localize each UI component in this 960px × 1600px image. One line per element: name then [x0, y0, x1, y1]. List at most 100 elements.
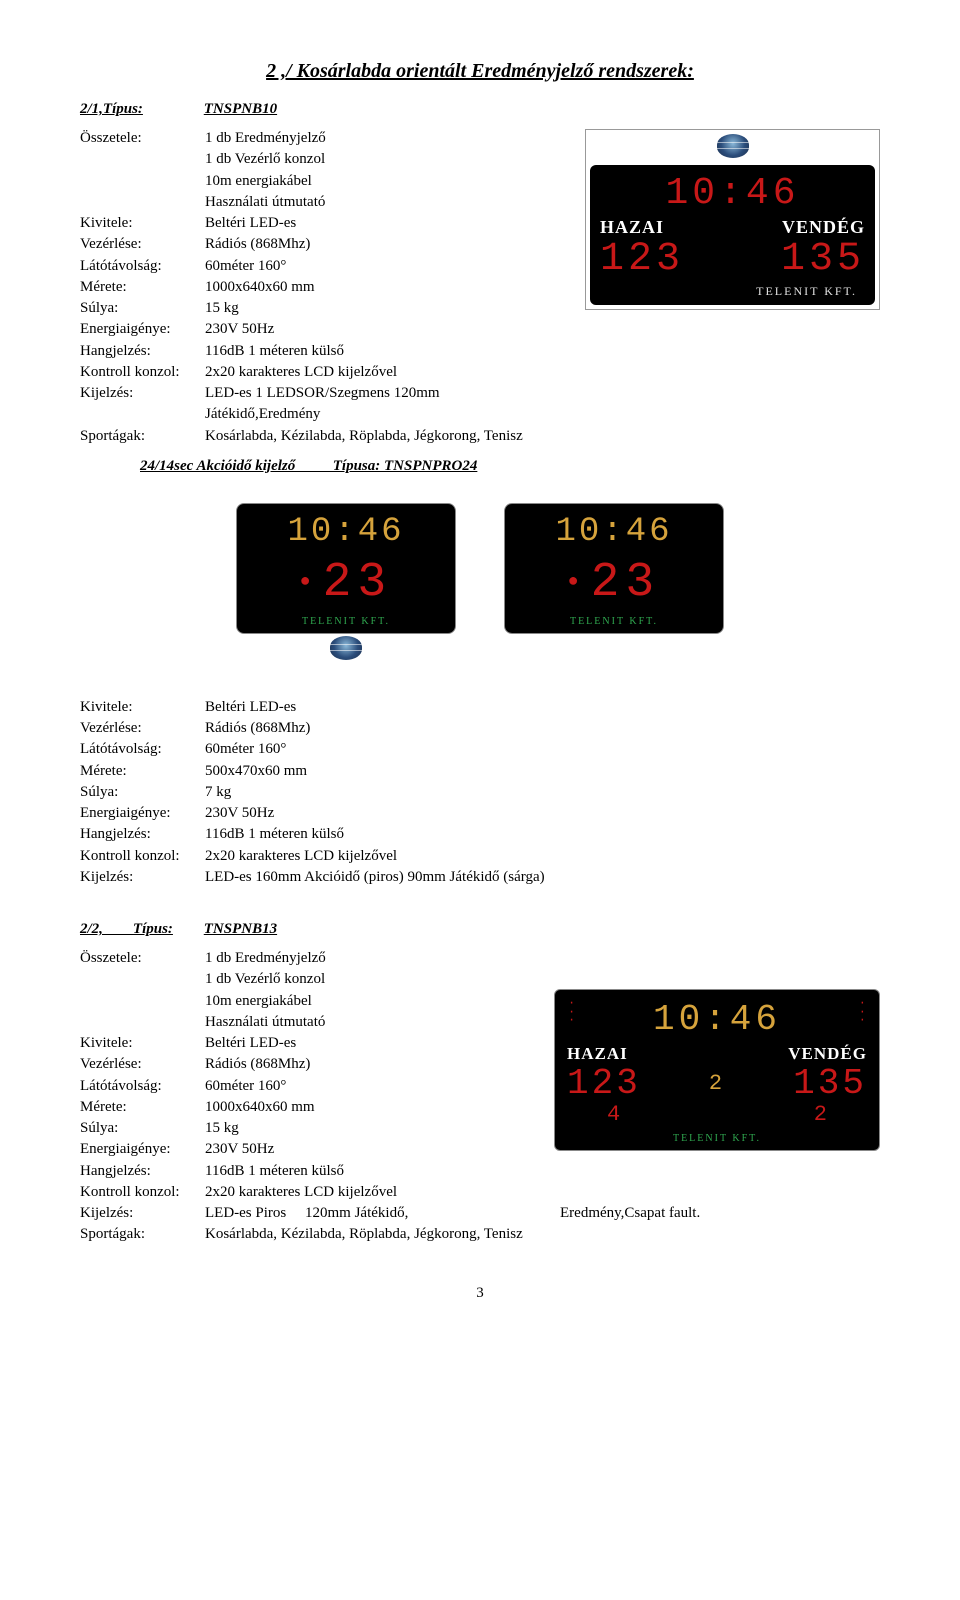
spec-value: 230V 50Hz: [205, 803, 880, 823]
section-1: 2/1,Típus: TNSPNB10 Összetele:1 db Eredm…: [80, 101, 880, 446]
spec-label: Kivitele:: [80, 213, 205, 233]
sb3-time: 10:46: [567, 1000, 867, 1040]
spec-value: 116dB 1 méteren külső: [205, 824, 880, 844]
sb1-home-label: HAZAI: [600, 217, 664, 238]
dots-icon: ···: [859, 999, 866, 1024]
spec-row: Összetele:1 db Eredményjelző: [80, 948, 880, 968]
spec-value: Kosárlabda, Kézilabda, Röplabda, Jégkoro…: [205, 1224, 880, 1244]
sb1-time: 10:46: [600, 173, 865, 215]
type-value-1: TNSPNB10: [204, 101, 277, 117]
spec-value: 2x20 karakteres LCD kijelzővel: [205, 846, 880, 866]
section-3: 2/2, Típus: TNSPNB13 Összetele:1 db Ered…: [80, 921, 880, 1245]
type-label-1: 2/1,Típus:: [80, 101, 200, 118]
spec-label: Összetele:: [80, 948, 205, 968]
spec-row: Kontroll konzol:2x20 karakteres LCD kije…: [80, 1182, 880, 1202]
spec-label: Kivitele:: [80, 697, 205, 717]
sb3-away-label: VENDÉG: [788, 1044, 867, 1064]
sb1-brand: TELENIT KFT.: [600, 284, 865, 299]
spec-row: Játékidő,Eredmény: [80, 404, 880, 424]
spec-label: Látótávolság:: [80, 739, 205, 759]
spec-value: 230V 50Hz: [205, 319, 880, 339]
spec-value: Kosárlabda, Kézilabda, Röplabda, Jégkoro…: [205, 426, 880, 446]
sb3-home-fouls: 4: [567, 1102, 620, 1127]
spec-value: Rádiós (868Mhz): [205, 718, 880, 738]
spec-label: Kontroll konzol:: [80, 362, 205, 382]
sb3-home-label: HAZAI: [567, 1044, 628, 1064]
spec-value: 2x20 karakteres LCD kijelzővel: [205, 362, 880, 382]
spec-label: Sportágak:: [80, 426, 205, 446]
spec-label: Látótávolság:: [80, 256, 205, 276]
spec-value: 7 kg: [205, 782, 880, 802]
spec-label: Mérete:: [80, 277, 205, 297]
sb3-home-score: 123: [567, 1066, 641, 1102]
type-value-3: TNSPNB13: [204, 921, 277, 937]
spec-row: Hangjelzés:116dB 1 méteren külső: [80, 824, 880, 844]
spec-value: LED-es 1 LEDSOR/Szegmens 120mm: [205, 383, 880, 403]
spec-row: Kivitele:Beltéri LED-es: [80, 697, 880, 717]
spec-label: Vezérlése:: [80, 718, 205, 738]
spec-label: Súlya:: [80, 782, 205, 802]
spec-row: Hangjelzés:116dB 1 méteren külső: [80, 341, 880, 361]
spec-row: Sportágak:Kosárlabda, Kézilabda, Röplabd…: [80, 426, 880, 446]
spec-row: Energiaigénye:230V 50Hz: [80, 319, 880, 339]
spec-value: 1 db Vezérlő konzol: [205, 969, 880, 989]
sb3-away-score: 135: [793, 1066, 867, 1102]
spec-label: Látótávolság:: [80, 1076, 205, 1096]
spec-label: [80, 969, 205, 989]
section-2: 24/14sec Akcióidő kijelző Típusa: TNSPNP…: [80, 458, 880, 887]
type-header-1: 2/1,Típus: TNSPNB10: [80, 101, 880, 118]
spec-label: Vezérlése:: [80, 1054, 205, 1074]
spec-row: 1 db Vezérlő konzol: [80, 969, 880, 989]
spec-label: Mérete:: [80, 1097, 205, 1117]
spec-label: Kijelzés:: [80, 383, 205, 403]
spec-label: Energiaigénye:: [80, 803, 205, 823]
spec-value: 116dB 1 méteren külső: [205, 1161, 880, 1181]
spec-value: LED-es Piros 120mm Játékidő,Eredmény,Csa…: [205, 1203, 880, 1223]
spec-label: [80, 1012, 205, 1032]
spec-label: [80, 991, 205, 1011]
spec-row: Hangjelzés:116dB 1 méteren külső: [80, 1161, 880, 1181]
spec-row: Vezérlése:Rádiós (868Mhz): [80, 718, 880, 738]
spec-value: Beltéri LED-es: [205, 697, 880, 717]
sb3-brand: TELENIT KFT.: [567, 1133, 867, 1144]
spec-value: 60méter 160°: [205, 739, 880, 759]
shotclock-images: 10:46 ●23 TELENIT KFT. 10:46 ●23 TELENIT…: [80, 503, 880, 667]
page-number: 3: [80, 1285, 880, 1302]
spec-label: Kijelzés:: [80, 867, 205, 887]
spec-label: [80, 404, 205, 424]
spec-row: Kontroll konzol:2x20 karakteres LCD kije…: [80, 362, 880, 382]
spec-label: Kijelzés:: [80, 1203, 205, 1223]
spec-label: Mérete:: [80, 761, 205, 781]
spec-row: Kijelzés:LED-es 160mm Akcióidő (piros) 9…: [80, 867, 880, 887]
spec-row: Kijelzés:LED-es Piros 120mm Játékidő,Ere…: [80, 1203, 880, 1223]
shotclock-right: 10:46 ●23 TELENIT KFT.: [504, 503, 724, 667]
sb1-away-label: VENDÉG: [782, 217, 865, 238]
sb1-away-score: 135: [781, 240, 865, 280]
spec-label: Energiaigénye:: [80, 319, 205, 339]
spec-value: 116dB 1 méteren külső: [205, 341, 880, 361]
spec-value: 500x470x60 mm: [205, 761, 880, 781]
sb3-period: 2: [709, 1073, 725, 1095]
spec-value: LED-es 160mm Akcióidő (piros) 90mm Játék…: [205, 867, 880, 887]
shot-left-brand: TELENIT KFT.: [249, 616, 443, 627]
spec-label: Súlya:: [80, 1118, 205, 1138]
scoreboard-1-image: 10:46 HAZAI VENDÉG 123 135 TELENIT KFT.: [585, 129, 880, 310]
spec-label: Vezérlése:: [80, 234, 205, 254]
spec-row: Kijelzés:LED-es 1 LEDSOR/Szegmens 120mm: [80, 383, 880, 403]
type-label-3: 2/2, Típus:: [80, 921, 200, 938]
spec-label: Energiaigénye:: [80, 1139, 205, 1159]
type-header-3: 2/2, Típus: TNSPNB13: [80, 921, 880, 938]
shot-right-time: 10:46: [517, 514, 711, 551]
shot-left-sec: 23: [323, 556, 393, 610]
spec-row: Súlya:7 kg: [80, 782, 880, 802]
dots-icon: ···: [568, 999, 575, 1024]
spec-value: Játékidő,Eredmény: [205, 404, 880, 424]
spec-label: Hangjelzés:: [80, 341, 205, 361]
shot-left-time: 10:46: [249, 514, 443, 551]
sb3-away-fouls: 2: [814, 1102, 867, 1127]
spec-row: Energiaigénye:230V 50Hz: [80, 803, 880, 823]
spec-value: 2x20 karakteres LCD kijelzővel: [205, 1182, 880, 1202]
spec-label: Kivitele:: [80, 1033, 205, 1053]
spec-label: Sportágak:: [80, 1224, 205, 1244]
globe-icon: [330, 636, 362, 660]
